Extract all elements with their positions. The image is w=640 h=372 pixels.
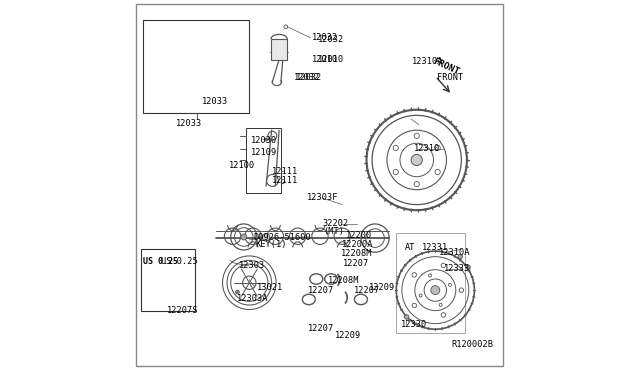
Circle shape [262, 234, 270, 241]
Text: 12303: 12303 [239, 262, 266, 270]
Text: 12310A: 12310A [439, 248, 470, 257]
Text: FRONT: FRONT [437, 73, 463, 81]
Text: 12033: 12033 [176, 119, 202, 128]
Text: 12111: 12111 [271, 176, 298, 185]
Text: 12010: 12010 [318, 55, 344, 64]
Text: 12333: 12333 [444, 264, 470, 273]
Text: FRONT: FRONT [431, 56, 461, 76]
Text: 12033: 12033 [202, 97, 228, 106]
Text: 12200A: 12200A [342, 240, 373, 249]
Text: 12209: 12209 [335, 331, 361, 340]
Circle shape [236, 290, 239, 294]
Text: 12310A: 12310A [412, 57, 444, 66]
Text: 13021: 13021 [257, 283, 283, 292]
Text: 12331: 12331 [422, 243, 448, 252]
Text: 12209: 12209 [369, 283, 396, 292]
Bar [396, 232, 465, 333]
Bar [246, 128, 281, 193]
Circle shape [411, 154, 422, 166]
Circle shape [431, 286, 440, 295]
Bar [143, 20, 250, 113]
Circle shape [241, 234, 246, 240]
Text: US 0.25: US 0.25 [143, 257, 179, 266]
Text: 12207: 12207 [308, 286, 334, 295]
Text: 12032: 12032 [318, 35, 344, 44]
Text: 12200: 12200 [346, 231, 372, 240]
Text: 32202: 32202 [323, 219, 349, 228]
Text: 12032: 12032 [312, 33, 338, 42]
Text: 12030: 12030 [251, 136, 277, 145]
Text: 12303F: 12303F [307, 193, 339, 202]
Text: 12010: 12010 [312, 55, 338, 64]
Text: 12111: 12111 [271, 167, 298, 176]
Text: R120002B: R120002B [451, 340, 493, 349]
Text: 12207: 12207 [308, 324, 334, 333]
Text: 12100: 12100 [229, 161, 255, 170]
Text: KEY(1): KEY(1) [255, 240, 287, 249]
Text: 12207: 12207 [343, 259, 369, 268]
Bar [141, 249, 195, 311]
Text: 12032: 12032 [296, 73, 322, 81]
Text: 12207: 12207 [353, 286, 380, 295]
Text: 12303A: 12303A [237, 294, 269, 303]
Circle shape [458, 254, 463, 259]
Bar [271, 39, 287, 60]
Text: 12208M: 12208M [341, 249, 372, 258]
Text: 12330: 12330 [401, 320, 428, 329]
Circle shape [466, 265, 470, 269]
Text: 12109: 12109 [251, 148, 277, 157]
Text: 12310: 12310 [413, 144, 440, 153]
Circle shape [264, 138, 268, 141]
Text: (MT): (MT) [324, 227, 345, 236]
Text: D0926-51600: D0926-51600 [254, 233, 312, 242]
Text: US 0.25: US 0.25 [161, 257, 198, 266]
Text: 12032: 12032 [294, 73, 320, 81]
Text: AT: AT [405, 243, 415, 252]
Circle shape [404, 315, 409, 319]
Text: 12207S: 12207S [167, 306, 198, 315]
Text: 12208M: 12208M [328, 276, 359, 285]
